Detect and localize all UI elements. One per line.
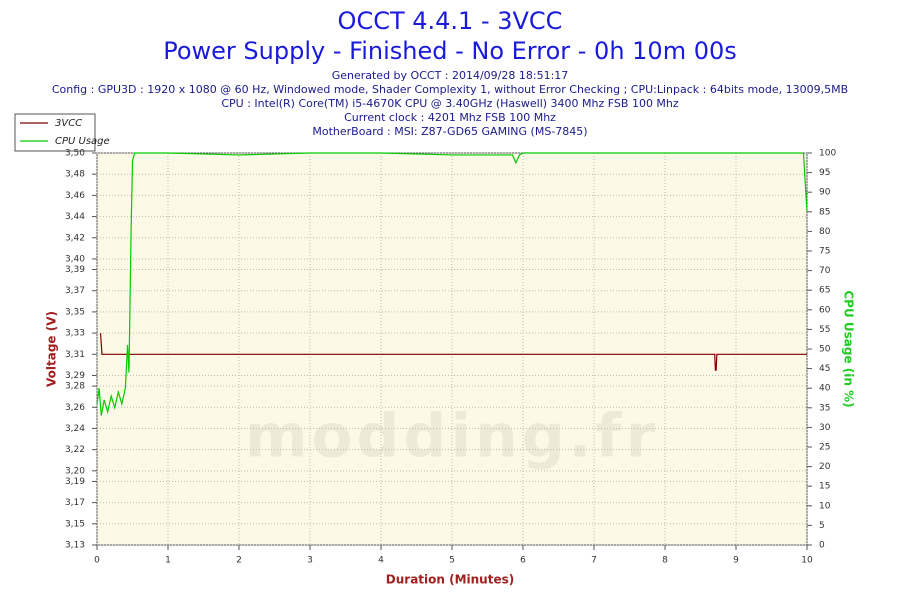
y-tick-label: 3,50 (65, 149, 85, 159)
x-tick-label: 10 (801, 556, 813, 566)
y-tick-label: 3,19 (65, 477, 85, 487)
watermark: modding.fr (245, 402, 659, 472)
y2-tick-label: 45 (819, 364, 830, 374)
y2-axis-label: CPU Usage (in %) (842, 290, 856, 407)
info-line: Config : GPU3D : 1920 x 1080 @ 60 Hz, Wi… (52, 83, 848, 96)
y2-tick-label: 90 (819, 188, 831, 198)
y2-tick-label: 80 (819, 227, 831, 237)
y2-tick-label: 15 (819, 482, 830, 492)
y-tick-label: 3,22 (65, 445, 85, 455)
info-line: Current clock : 4201 Mhz FSB 100 Mhz (344, 111, 556, 124)
y-tick-label: 3,15 (65, 519, 85, 529)
y2-tick-label: 20 (819, 462, 831, 472)
y-tick-label: 3,26 (65, 403, 85, 413)
y2-tick-label: 25 (819, 443, 830, 453)
info-line: MotherBoard : MSI: Z87-GD65 GAMING (MS-7… (312, 125, 587, 138)
y-tick-label: 3,24 (65, 424, 85, 434)
series-line (96, 152, 808, 416)
x-tick-label: 9 (733, 556, 739, 566)
info-line: CPU : Intel(R) Core(TM) i5-4670K CPU @ 3… (221, 97, 679, 110)
y-tick-label: 3,37 (65, 286, 85, 296)
x-tick-label: 1 (165, 556, 171, 566)
y2-tick-label: 50 (819, 345, 831, 355)
y-tick-label: 3,31 (65, 350, 85, 360)
legend-label: 3VCC (55, 118, 82, 129)
y-tick-label: 3,20 (65, 466, 85, 476)
y2-tick-label: 60 (819, 305, 831, 315)
y-tick-label: 3,48 (65, 170, 85, 180)
x-tick-label: 2 (236, 556, 242, 566)
x-tick-label: 5 (449, 556, 455, 566)
y2-tick-label: 75 (819, 247, 830, 257)
y2-tick-label: 0 (819, 541, 825, 551)
y-tick-label: 3,46 (65, 191, 85, 201)
y2-tick-label: 35 (819, 403, 830, 413)
y-tick-label: 3,44 (65, 212, 85, 222)
x-axis-label: Duration (Minutes) (386, 573, 514, 587)
y2-tick-label: 100 (819, 149, 836, 159)
y-tick-label: 3,13 (65, 541, 85, 551)
x-tick-label: 4 (378, 556, 384, 566)
x-tick-label: 7 (591, 556, 597, 566)
legend-label: CPU Usage (55, 136, 110, 147)
x-tick-label: 8 (662, 556, 668, 566)
y-tick-label: 3,35 (65, 307, 85, 317)
legend (14, 113, 96, 152)
y2-tick-label: 40 (819, 384, 831, 394)
y-tick-label: 3,39 (65, 265, 85, 275)
y-tick-label: 3,28 (65, 382, 85, 392)
chart-subtitle: Power Supply - Finished - No Error - 0h … (163, 37, 737, 65)
chart-title: OCCT 4.4.1 - 3VCC (338, 7, 563, 35)
y2-tick-label: 5 (819, 521, 825, 531)
series-line (99, 333, 807, 371)
y2-tick-label: 30 (819, 423, 831, 433)
y-tick-label: 3,29 (65, 371, 85, 381)
info-line: Generated by OCCT : 2014/09/28 18:51:17 (332, 69, 569, 82)
y2-tick-label: 55 (819, 325, 830, 335)
y-axis-label: Voltage (V) (45, 311, 59, 387)
y-tick-label: 3,40 (65, 254, 85, 264)
y-tick-label: 3,42 (65, 233, 85, 243)
x-tick-label: 0 (94, 556, 100, 566)
y-tick-label: 3,33 (65, 329, 85, 339)
y2-tick-label: 10 (819, 501, 831, 511)
y2-tick-label: 95 (819, 168, 830, 178)
y2-tick-label: 85 (819, 207, 830, 217)
y-tick-label: 3,17 (65, 498, 85, 508)
y2-tick-label: 70 (819, 266, 831, 276)
x-tick-label: 3 (307, 556, 313, 566)
x-tick-label: 6 (520, 556, 526, 566)
y2-tick-label: 65 (819, 286, 830, 296)
